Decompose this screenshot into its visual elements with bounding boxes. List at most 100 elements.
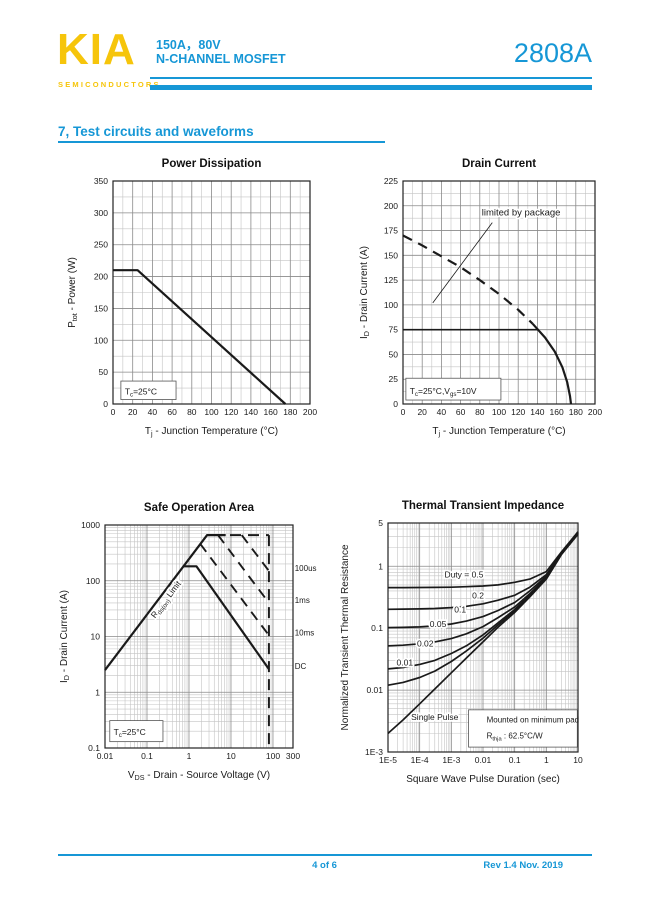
y-axis-title: ID - Drain Current (A): [59, 590, 71, 683]
annotation: limited by package: [482, 208, 561, 219]
page-number: 4 of 6: [312, 860, 337, 871]
series-current-derating-dashed: [402, 234, 534, 325]
part-number: 2808A: [513, 38, 592, 68]
annotation: Tc=25°C: [114, 727, 146, 739]
svg-text:150: 150: [384, 250, 398, 260]
series-rdson-limit-and-peak: [104, 533, 226, 671]
svg-text:0.01: 0.01: [366, 685, 383, 695]
annotation: 0.02: [417, 638, 434, 648]
svg-text:200: 200: [384, 201, 398, 211]
svg-text:160: 160: [550, 407, 564, 417]
kia-logo-subtext: SEMICONDUCTORS: [58, 80, 161, 89]
power-dissipation-chart: Tc=25°C 0 20 40 60 80 100 120 140 160 180 200 0 50 100…: [56, 148, 332, 442]
svg-text:60: 60: [456, 407, 466, 417]
svg-text:0: 0: [401, 407, 406, 417]
svg-text:1: 1: [95, 687, 100, 697]
series-dc-limit: [183, 565, 270, 670]
svg-text:1000: 1000: [81, 520, 100, 530]
svg-text:0.1: 0.1: [88, 743, 100, 753]
x-axis-title: Tj - Junction Temperature (°C): [145, 426, 278, 438]
svg-text:50: 50: [389, 349, 399, 359]
safe-operation-area-chart: Rds(on) Limit 100us 1ms 10ms DC Tc=25°C 0.01 0.…: [48, 492, 333, 792]
svg-text:1: 1: [378, 561, 383, 571]
svg-text:20: 20: [417, 407, 427, 417]
annotation: 10ms: [295, 628, 315, 637]
svg-text:0.1: 0.1: [141, 751, 153, 761]
svg-text:140: 140: [530, 407, 544, 417]
series-single-pulse: [387, 533, 579, 735]
annotation: 0.01: [397, 657, 414, 667]
svg-text:0.1: 0.1: [371, 623, 383, 633]
svg-text:100: 100: [492, 407, 506, 417]
svg-text:0: 0: [111, 407, 116, 417]
svg-text:100: 100: [86, 576, 100, 586]
series-duty-0.5: [388, 531, 579, 589]
svg-text:200: 200: [588, 407, 602, 417]
svg-text:10: 10: [573, 755, 583, 765]
annotation: Rthja : 62.5°C/W: [487, 732, 544, 743]
series-pulse-100us: [240, 534, 270, 572]
svg-text:200: 200: [94, 272, 108, 282]
svg-text:1E-5: 1E-5: [379, 755, 397, 765]
svg-text:125: 125: [384, 275, 398, 285]
annotation: Duty = 0.5: [444, 569, 483, 579]
svg-text:80: 80: [475, 407, 485, 417]
svg-text:100: 100: [266, 751, 280, 761]
annotation: 0.2: [472, 591, 484, 601]
svg-text:250: 250: [94, 240, 108, 250]
svg-text:180: 180: [283, 407, 297, 417]
x-axis-title: Square Wave Pulse Duration (sec): [406, 774, 560, 785]
device-rating: 150A，80V: [156, 38, 221, 52]
section-title-underline: [58, 141, 385, 143]
thermal-transient-impedance-chart: Duty = 0.5 0.2 0.1 0.05 0.02 0.01 Single Pulse…: [338, 490, 638, 796]
svg-text:180: 180: [569, 407, 583, 417]
annotation: DC: [295, 662, 307, 671]
svg-text:10: 10: [226, 751, 236, 761]
x-axis-title: Tj - Junction Temperature (°C): [432, 426, 565, 438]
svg-text:225: 225: [384, 176, 398, 186]
svg-text:350: 350: [94, 176, 108, 186]
annotation: Tc=25°C,Vgs=10V: [410, 386, 477, 398]
chart-title: Power Dissipation: [162, 158, 262, 170]
series-pulse-1ms: [217, 534, 270, 604]
kia-logo: KIA: [57, 25, 136, 74]
device-type: N-CHANNEL MOSFET: [156, 52, 286, 66]
svg-text:1E-4: 1E-4: [411, 755, 429, 765]
svg-text:120: 120: [511, 407, 525, 417]
section-title: 7, Test circuits and waveforms: [58, 124, 254, 139]
x-axis-title: VDS - Drain - Source Voltage (V): [128, 770, 270, 782]
svg-text:300: 300: [286, 751, 300, 761]
svg-text:0.01: 0.01: [475, 755, 492, 765]
svg-text:75: 75: [389, 325, 399, 335]
svg-text:60: 60: [167, 407, 177, 417]
svg-text:10: 10: [91, 632, 101, 642]
chart-title: Drain Current: [462, 158, 536, 170]
y-axis-title: ID - Drain Current (A): [359, 246, 371, 339]
annotation: 0.1: [454, 604, 466, 614]
svg-text:0: 0: [393, 399, 398, 409]
annotation: Tc=25°C: [125, 386, 157, 398]
series-current-derating-solid: [531, 322, 573, 405]
svg-text:140: 140: [244, 407, 258, 417]
series-power-derating: [113, 269, 287, 405]
svg-text:150: 150: [94, 303, 108, 313]
svg-text:0: 0: [103, 399, 108, 409]
svg-text:40: 40: [148, 407, 158, 417]
annotation: 1ms: [295, 596, 310, 605]
svg-text:80: 80: [187, 407, 197, 417]
svg-text:100: 100: [204, 407, 218, 417]
annotation: Mounted on minimum pad: [487, 715, 580, 724]
footer-rule: [58, 854, 592, 856]
svg-text:50: 50: [99, 367, 109, 377]
svg-text:25: 25: [389, 374, 399, 384]
series-pulse-10ms: [199, 543, 270, 636]
svg-text:20: 20: [128, 407, 138, 417]
chart-title: Safe Operation Area: [144, 502, 255, 514]
drain-current-svg: limited by package Tc=25°C,Vgs=10V 0 20 40 60…: [359, 158, 602, 438]
svg-text:100: 100: [384, 300, 398, 310]
svg-text:200: 200: [303, 407, 317, 417]
svg-text:300: 300: [94, 208, 108, 218]
